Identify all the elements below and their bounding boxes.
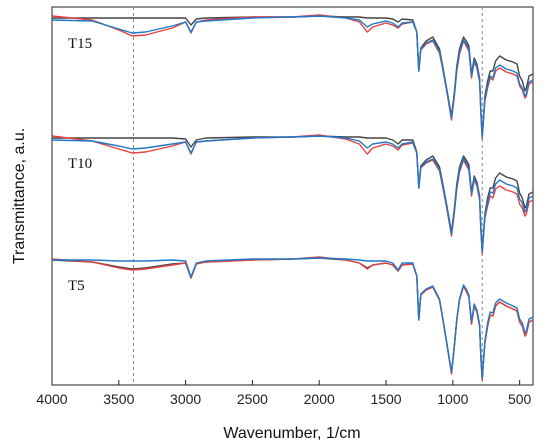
panel-labels: T15 T10 T5 [68, 36, 92, 294]
series-t5-2 [51, 256, 534, 381]
series-layer [51, 14, 534, 381]
x-tick-label: 1500 [370, 391, 401, 407]
panel-label-t10: T10 [68, 156, 92, 172]
x-tick-label: 2500 [237, 391, 268, 407]
x-tick-label: 3000 [170, 391, 201, 407]
series-t10-3 [51, 135, 534, 253]
reference-lines [133, 7, 483, 385]
x-tick-label: 3500 [103, 391, 134, 407]
series-t5-3 [52, 257, 534, 379]
series-t5-1 [51, 257, 534, 381]
panel-label-t5: T5 [68, 278, 85, 294]
x-axis-ticks: 4000 3500 3000 2500 2000 1500 1000 500 [36, 380, 532, 407]
series-t10-1 [52, 135, 534, 252]
panel-label-t15: T15 [68, 36, 92, 52]
series-t10-2 [51, 134, 534, 255]
plot-area [51, 6, 534, 386]
series-t15-1 [52, 15, 534, 137]
series-t15-3 [51, 15, 534, 138]
x-tick-label: 2000 [304, 391, 335, 407]
series-t15-2 [51, 14, 534, 140]
x-axis-title: Wavenumber, 1/cm [223, 425, 360, 442]
x-tick-label: 1000 [437, 391, 468, 407]
x-tick-label: 500 [508, 391, 532, 407]
y-axis-title: Transmittance, a.u. [11, 128, 28, 264]
x-tick-label: 4000 [36, 391, 67, 407]
